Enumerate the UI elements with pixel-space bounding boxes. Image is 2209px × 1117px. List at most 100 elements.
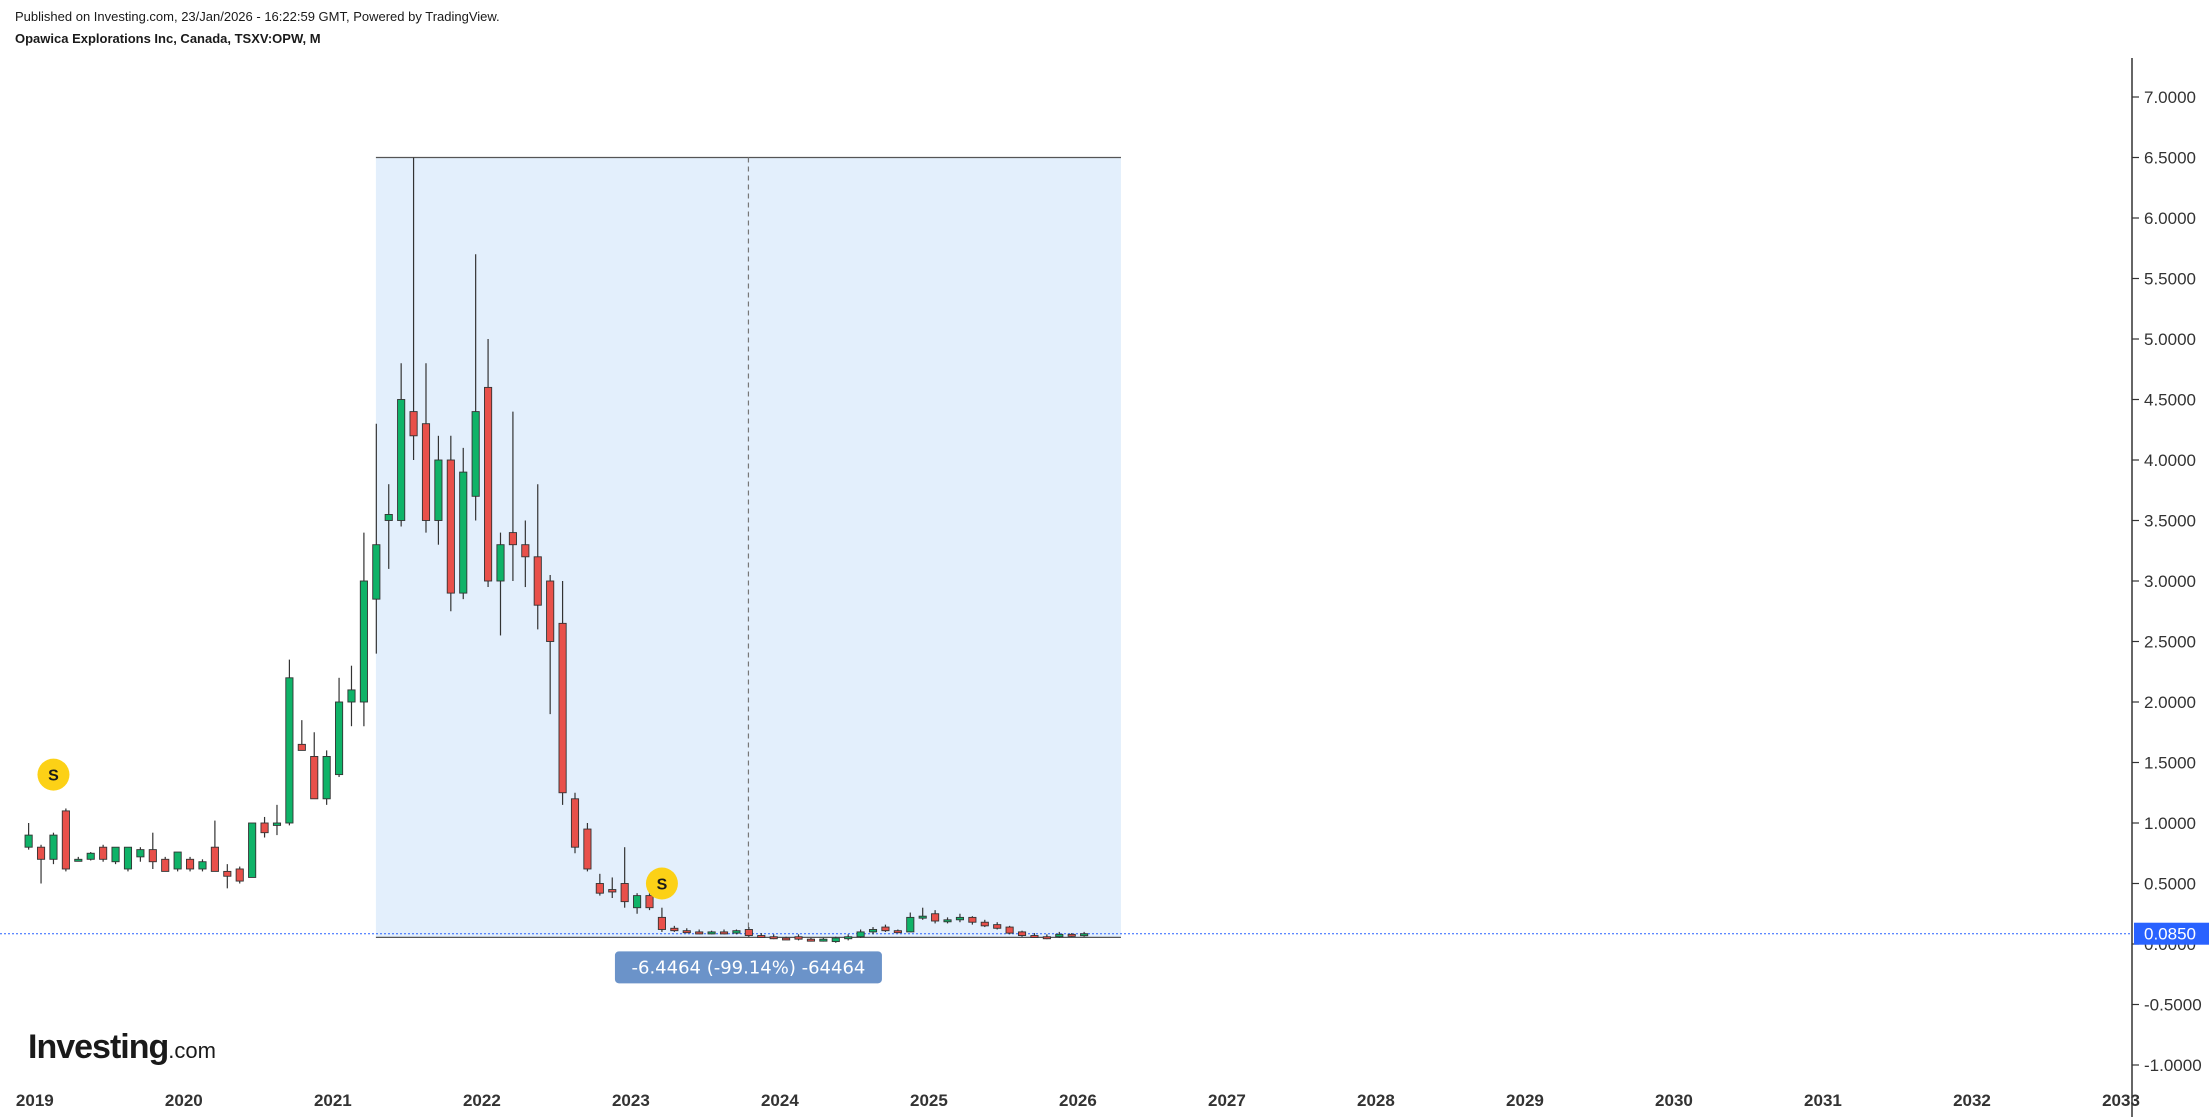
x-tick-label: 2022	[463, 1091, 501, 1110]
y-tick-label: -1.0000	[2144, 1056, 2202, 1075]
candle	[1055, 931, 1064, 938]
split-marker	[645, 867, 678, 900]
candle	[384, 484, 393, 569]
candle-body	[421, 423, 431, 521]
candle-body	[285, 677, 294, 824]
candle	[409, 157, 418, 460]
candle-body	[260, 822, 269, 834]
candle	[1042, 934, 1051, 940]
candle-body	[856, 931, 865, 938]
candle	[297, 720, 306, 751]
candle-body	[397, 399, 406, 521]
candle	[397, 363, 406, 527]
candle-body	[496, 544, 505, 582]
candle-body	[620, 883, 629, 903]
candle-body	[670, 927, 679, 932]
candle-body	[123, 846, 133, 870]
candle	[235, 866, 244, 884]
candle-body	[906, 916, 915, 933]
candle-body	[881, 926, 890, 932]
candle	[36, 844, 46, 884]
candle	[123, 846, 133, 872]
candle-body	[459, 471, 468, 594]
candle	[757, 933, 766, 938]
x-tick-label: 2026	[1059, 1091, 1097, 1110]
x-tick-label: 2031	[1804, 1091, 1842, 1110]
candle	[1080, 931, 1089, 937]
y-tick-label: 6.5000	[2144, 149, 2196, 168]
candle	[74, 856, 83, 862]
candle-body	[1005, 926, 1014, 934]
candle-body	[136, 849, 145, 858]
last-price-badge	[2134, 922, 2209, 945]
candle-body	[322, 756, 331, 800]
y-tick-label: 7.0000	[2144, 88, 2196, 107]
candle	[1067, 933, 1076, 937]
candle	[24, 823, 33, 850]
candle-body	[434, 459, 443, 521]
candle	[546, 574, 555, 715]
candle	[372, 423, 381, 654]
candle-body	[248, 822, 257, 878]
published-note: Published on Investing.com, 23/Jan/2026 …	[15, 9, 500, 24]
y-tick-label: 5.0000	[2144, 330, 2196, 349]
candle	[210, 820, 219, 872]
candle	[707, 930, 716, 935]
x-tick-label: 2027	[1208, 1091, 1246, 1110]
candle	[272, 804, 282, 836]
candle	[769, 934, 778, 940]
candle	[931, 910, 940, 924]
candle-body	[111, 846, 120, 863]
last-price-label: 0.0850	[2144, 925, 2196, 944]
chart-header: Published on Investing.com, 23/Jan/2026 …	[15, 9, 500, 47]
candle	[111, 846, 120, 865]
candle	[943, 917, 952, 924]
candle	[794, 934, 803, 941]
candle-body	[546, 580, 555, 642]
candle-body	[24, 834, 33, 848]
candle-body	[384, 514, 393, 521]
candle-body	[682, 930, 691, 934]
candle-body	[558, 622, 567, 794]
candle	[61, 808, 70, 872]
candle-body	[1055, 933, 1064, 938]
y-tick-label: 2.0000	[2144, 693, 2196, 712]
candle	[434, 435, 443, 545]
candle-body	[570, 798, 580, 848]
candle	[955, 913, 965, 923]
candle-body	[583, 828, 592, 870]
candle	[868, 927, 878, 935]
candle-body	[993, 924, 1002, 929]
candles-layer	[24, 157, 1089, 943]
candle	[496, 532, 505, 636]
x-tick-label: 2028	[1357, 1091, 1395, 1110]
candle	[670, 925, 679, 932]
candle-body	[608, 889, 617, 893]
candle-body	[409, 411, 418, 437]
y-tick-label: 2.5000	[2144, 633, 2196, 652]
candle	[521, 520, 530, 588]
candle-body	[719, 931, 729, 935]
candle-body	[794, 936, 803, 940]
candle-body	[782, 937, 791, 941]
candle-body	[657, 916, 666, 930]
candle-body	[347, 689, 356, 703]
candle-body	[372, 544, 381, 600]
candle-body	[757, 935, 766, 938]
candle	[1030, 933, 1039, 938]
candle-body	[471, 411, 480, 497]
candle	[719, 929, 729, 935]
candle-body	[844, 936, 853, 940]
candle	[421, 363, 431, 533]
candle-body	[980, 921, 989, 927]
candle	[856, 929, 865, 938]
candle	[893, 929, 902, 934]
candle-body	[335, 701, 344, 776]
candle	[968, 916, 977, 925]
candle-body	[1042, 936, 1051, 940]
y-tick-label: 1.5000	[2144, 754, 2196, 773]
split-marker	[37, 758, 70, 791]
candle-body	[186, 858, 195, 870]
x-tick-label: 2023	[612, 1091, 650, 1110]
